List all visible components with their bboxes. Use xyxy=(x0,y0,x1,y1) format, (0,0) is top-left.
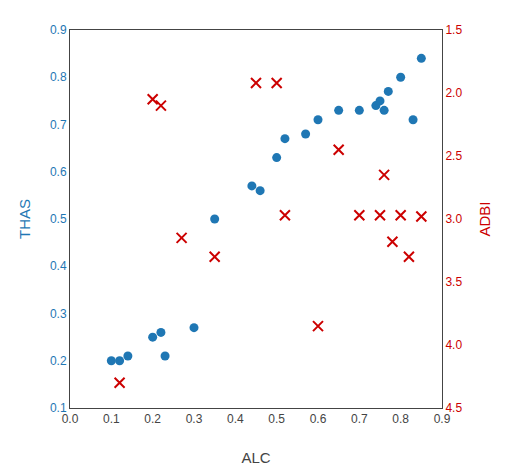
svg-text:0.3: 0.3 xyxy=(50,307,67,321)
svg-text:0.3: 0.3 xyxy=(186,412,203,426)
svg-text:0.9: 0.9 xyxy=(434,412,451,426)
svg-text:0.1: 0.1 xyxy=(103,412,120,426)
svg-text:0.6: 0.6 xyxy=(50,165,67,179)
svg-text:ADBI: ADBI xyxy=(476,201,493,236)
svg-text:0.5: 0.5 xyxy=(268,412,285,426)
svg-text:0.8: 0.8 xyxy=(392,412,409,426)
svg-text:0.1: 0.1 xyxy=(50,401,67,415)
svg-text:0.6: 0.6 xyxy=(310,412,327,426)
svg-text:4.0: 4.0 xyxy=(445,338,462,352)
svg-text:THAS: THAS xyxy=(16,199,33,239)
svg-text:2.0: 2.0 xyxy=(445,86,462,100)
svg-text:0.7: 0.7 xyxy=(50,118,67,132)
svg-text:0.0: 0.0 xyxy=(62,412,79,426)
svg-text:0.4: 0.4 xyxy=(50,259,67,273)
svg-text:0.2: 0.2 xyxy=(50,354,67,368)
svg-text:0.8: 0.8 xyxy=(50,70,67,84)
svg-text:0.9: 0.9 xyxy=(50,23,67,37)
svg-text:2.5: 2.5 xyxy=(445,149,462,163)
svg-text:0.7: 0.7 xyxy=(351,412,368,426)
svg-text:0.5: 0.5 xyxy=(50,212,67,226)
svg-text:1.5: 1.5 xyxy=(445,23,462,37)
svg-text:3.5: 3.5 xyxy=(445,275,462,289)
svg-text:ALC: ALC xyxy=(241,449,270,466)
svg-text:3.0: 3.0 xyxy=(445,212,462,226)
svg-text:0.2: 0.2 xyxy=(144,412,161,426)
svg-text:4.5: 4.5 xyxy=(445,401,462,415)
svg-text:0.4: 0.4 xyxy=(227,412,244,426)
